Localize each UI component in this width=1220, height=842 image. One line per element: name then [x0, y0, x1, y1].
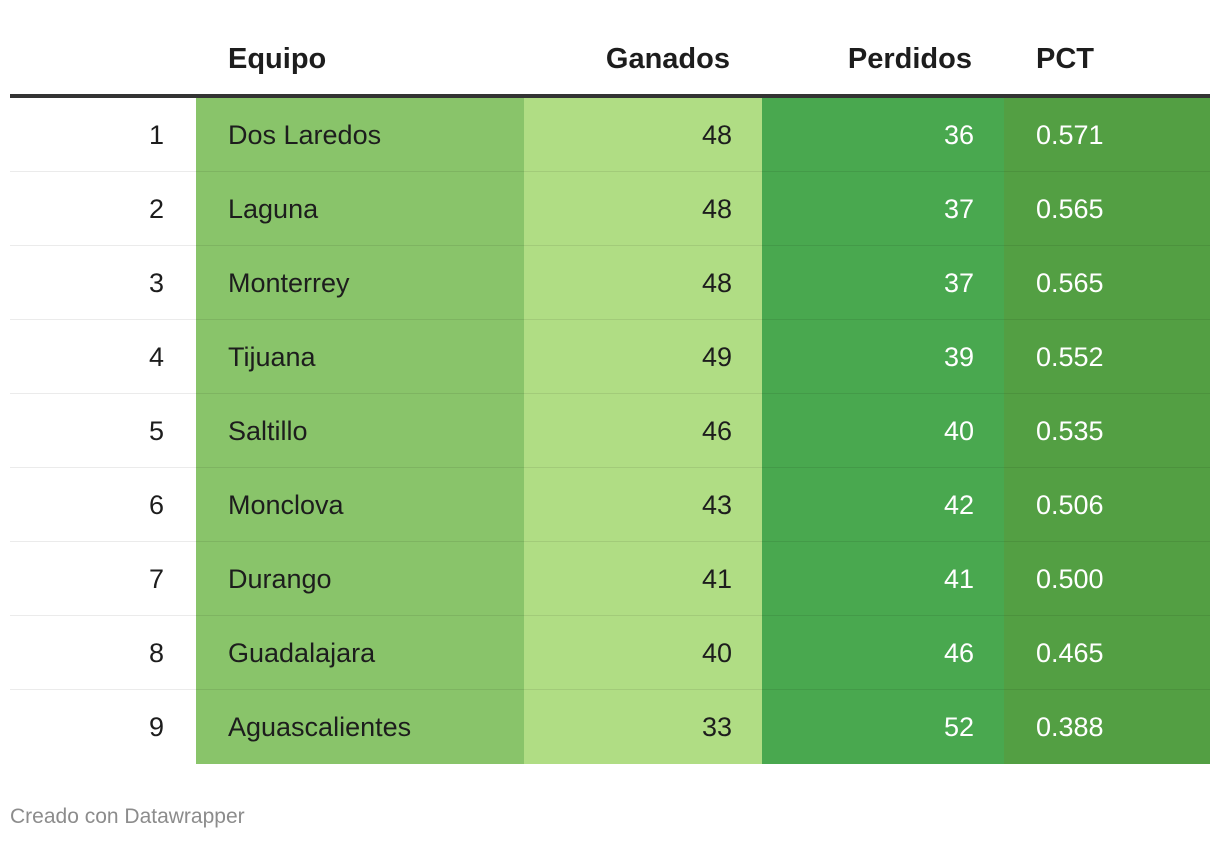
row-divider: [10, 689, 1210, 690]
pct-cell: 0.571: [1004, 98, 1210, 172]
row-divider: [10, 245, 1210, 246]
rank-cell: 2: [148, 194, 164, 224]
table-row: 2 Laguna 48 37 0.565: [10, 172, 1210, 246]
pct-cell: 0.388: [1004, 690, 1210, 764]
team-cell: Guadalajara: [196, 616, 524, 690]
rank-cell: 1: [148, 120, 164, 150]
table-row: 7 Durango 41 41 0.500: [10, 542, 1210, 616]
lost-cell: 42: [762, 468, 1004, 542]
table-row: 6 Monclova 43 42 0.506: [10, 468, 1210, 542]
won-cell: 46: [524, 394, 762, 468]
lost-cell: 46: [762, 616, 1004, 690]
pct-cell: 0.465: [1004, 616, 1210, 690]
table-row: 9 Aguascalientes 33 52 0.388: [10, 690, 1210, 764]
lost-cell: 40: [762, 394, 1004, 468]
team-cell: Monclova: [196, 468, 524, 542]
won-cell: 33: [524, 690, 762, 764]
rank-cell: 5: [148, 416, 164, 446]
team-cell: Laguna: [196, 172, 524, 246]
row-divider: [10, 319, 1210, 320]
table-row: 5 Saltillo 46 40 0.535: [10, 394, 1210, 468]
standings-table: Equipo Ganados Perdidos PCT 1 Dos Laredos…: [10, 28, 1210, 764]
won-cell: 48: [524, 98, 762, 172]
team-cell: Dos Laredos: [196, 98, 524, 172]
row-divider: [10, 615, 1210, 616]
pct-cell: 0.552: [1004, 320, 1210, 394]
team-cell: Aguascalientes: [196, 690, 524, 764]
rank-cell: 9: [148, 712, 164, 742]
team-cell: Monterrey: [196, 246, 524, 320]
header-pct: PCT: [1036, 43, 1094, 75]
header-team: Equipo: [228, 43, 327, 75]
pct-cell: 0.565: [1004, 246, 1210, 320]
row-divider: [10, 467, 1210, 468]
header-lost: Perdidos: [847, 43, 972, 75]
table-row: 1 Dos Laredos 48 36 0.571: [10, 98, 1210, 172]
rank-cell: 4: [148, 342, 164, 372]
lost-cell: 39: [762, 320, 1004, 394]
lost-cell: 37: [762, 172, 1004, 246]
table-row: 8 Guadalajara 40 46 0.465: [10, 616, 1210, 690]
pct-cell: 0.500: [1004, 542, 1210, 616]
team-cell: Saltillo: [196, 394, 524, 468]
table-row: 4 Tijuana 49 39 0.552: [10, 320, 1210, 394]
pct-cell: 0.565: [1004, 172, 1210, 246]
team-cell: Durango: [196, 542, 524, 616]
won-cell: 43: [524, 468, 762, 542]
row-divider: [10, 541, 1210, 542]
row-divider: [10, 393, 1210, 394]
won-cell: 49: [524, 320, 762, 394]
table-header: Equipo Ganados Perdidos PCT: [10, 28, 1210, 98]
row-divider: [10, 171, 1210, 172]
rank-cell: 3: [148, 268, 164, 298]
table-body: 1 Dos Laredos 48 36 0.571 2 Laguna 48 37 0.565 3 Mo…: [10, 98, 1210, 764]
won-cell: 40: [524, 616, 762, 690]
credit-footer: Creado con Datawrapper: [10, 805, 245, 828]
pct-cell: 0.506: [1004, 468, 1210, 542]
pct-cell: 0.535: [1004, 394, 1210, 468]
won-cell: 41: [524, 542, 762, 616]
rank-cell: 8: [148, 638, 164, 668]
lost-cell: 52: [762, 690, 1004, 764]
lost-cell: 36: [762, 98, 1004, 172]
header-won: Ganados: [605, 43, 730, 75]
won-cell: 48: [524, 246, 762, 320]
table-row: 3 Monterrey 48 37 0.565: [10, 246, 1210, 320]
lost-cell: 41: [762, 542, 1004, 616]
rank-cell: 7: [148, 564, 164, 594]
won-cell: 48: [524, 172, 762, 246]
team-cell: Tijuana: [196, 320, 524, 394]
lost-cell: 37: [762, 246, 1004, 320]
rank-cell: 6: [148, 490, 164, 520]
